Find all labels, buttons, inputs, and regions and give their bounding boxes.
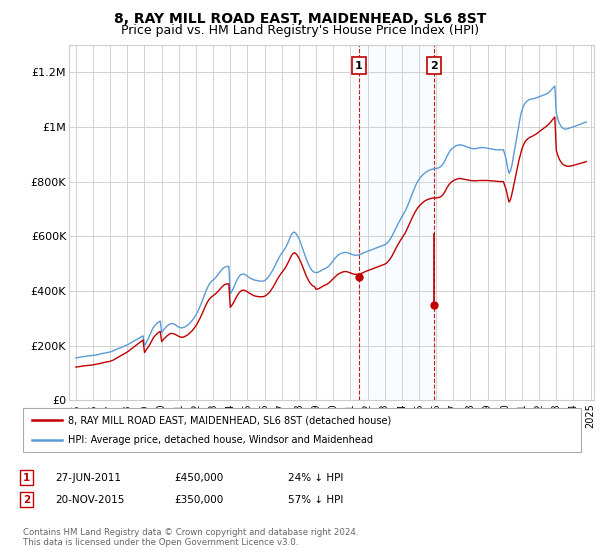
Text: HPI: Average price, detached house, Windsor and Maidenhead: HPI: Average price, detached house, Wind… <box>68 435 373 445</box>
Text: 20-NOV-2015: 20-NOV-2015 <box>55 494 125 505</box>
Text: Contains HM Land Registry data © Crown copyright and database right 2024.
This d: Contains HM Land Registry data © Crown c… <box>23 528 358 547</box>
Text: 24% ↓ HPI: 24% ↓ HPI <box>288 473 343 483</box>
Text: 8, RAY MILL ROAD EAST, MAIDENHEAD, SL6 8ST (detached house): 8, RAY MILL ROAD EAST, MAIDENHEAD, SL6 8… <box>68 415 391 425</box>
Text: 27-JUN-2011: 27-JUN-2011 <box>55 473 121 483</box>
Text: 57% ↓ HPI: 57% ↓ HPI <box>288 494 343 505</box>
Text: £450,000: £450,000 <box>174 473 223 483</box>
Text: 8, RAY MILL ROAD EAST, MAIDENHEAD, SL6 8ST: 8, RAY MILL ROAD EAST, MAIDENHEAD, SL6 8… <box>114 12 486 26</box>
Text: 1: 1 <box>355 61 362 71</box>
Text: Price paid vs. HM Land Registry's House Price Index (HPI): Price paid vs. HM Land Registry's House … <box>121 24 479 36</box>
Text: £350,000: £350,000 <box>174 494 223 505</box>
Text: 1: 1 <box>23 473 30 483</box>
Text: 2: 2 <box>430 61 438 71</box>
Text: 2: 2 <box>23 494 30 505</box>
